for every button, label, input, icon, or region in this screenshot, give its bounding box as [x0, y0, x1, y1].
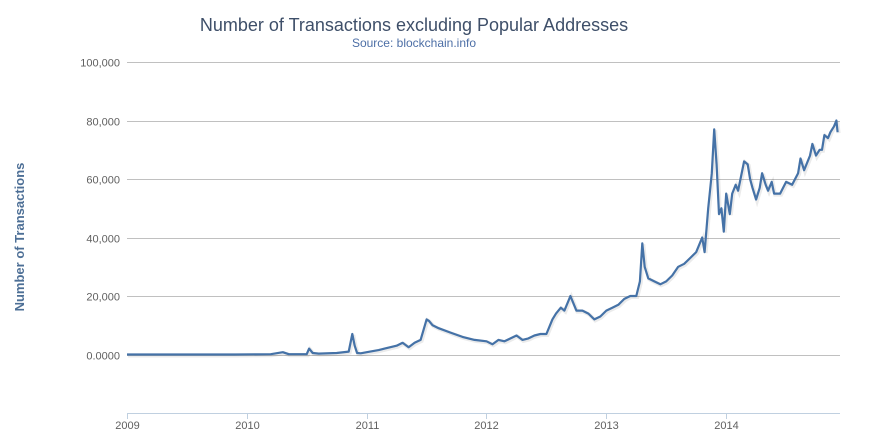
- x-tick-label: 2010: [235, 420, 259, 432]
- series-line-transactions: [127, 119, 839, 356]
- series-shadow: [128, 120, 841, 358]
- y-tick-label: 0.0000: [86, 351, 120, 363]
- y-tick-label: 40,000: [86, 234, 120, 246]
- y-tick-label: 100,000: [80, 58, 120, 70]
- x-tick-label: 2009: [115, 420, 139, 432]
- x-axis: 2009 2010 2011 2012 2013 2014: [115, 413, 840, 432]
- plot-area: [127, 119, 841, 358]
- x-tick-label: 2014: [714, 420, 738, 432]
- y-axis-title: Number of Transactions: [12, 163, 27, 312]
- y-tick-label: 80,000: [86, 117, 120, 129]
- y-tick-label: 20,000: [86, 292, 120, 304]
- y-tick-label: 60,000: [86, 175, 120, 187]
- chart-subtitle: Source: blockchain.info: [352, 36, 476, 50]
- chart-title: Number of Transactions excluding Popular…: [200, 15, 628, 35]
- y-axis-ticks: 0.0000 20,000 40,000 60,000 80,000 100,000: [80, 58, 120, 363]
- x-tick-label: 2013: [594, 420, 618, 432]
- x-tick-label: 2012: [474, 420, 498, 432]
- gridlines: [127, 62, 840, 356]
- x-tick-label: 2011: [356, 420, 380, 432]
